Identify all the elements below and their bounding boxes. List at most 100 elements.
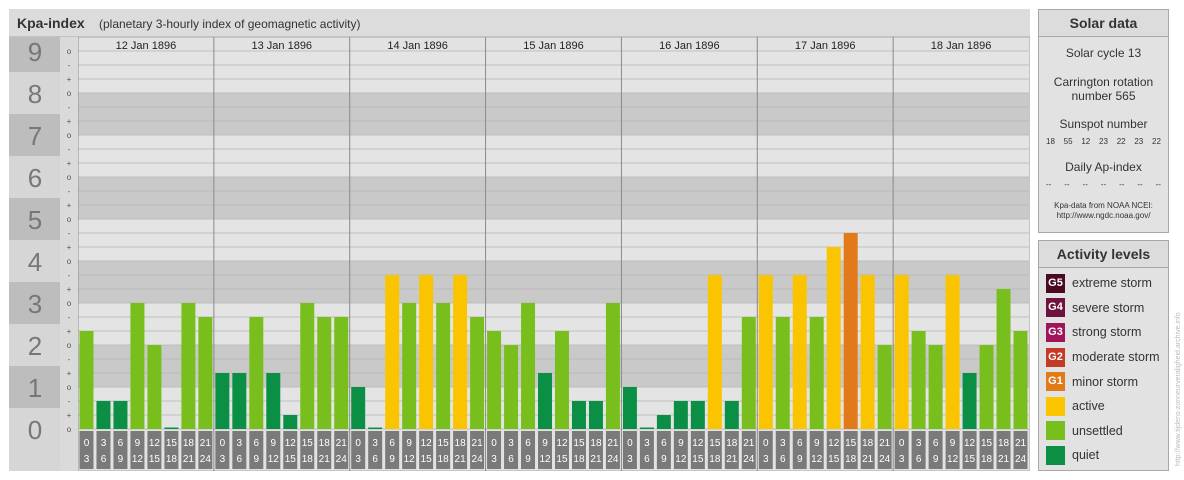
kpa-bar [232, 373, 247, 429]
x-label-start: 0 [355, 438, 361, 449]
kpa-bar [419, 274, 434, 429]
kpa-bar [521, 303, 536, 429]
level-label: severe storm [1072, 300, 1145, 315]
x-label-end: 21 [319, 454, 331, 465]
minor-axis-bg [60, 37, 78, 471]
x-label-end: 3 [763, 454, 769, 465]
minor-tick-label: o [67, 341, 72, 350]
x-label-box [962, 431, 977, 469]
x-label-end: 12 [539, 454, 551, 465]
x-label-start: 21 [200, 438, 212, 449]
minor-tick-label: + [67, 285, 72, 294]
sunspot-value: 22 [1116, 137, 1126, 146]
kpa-bar [707, 274, 722, 429]
y-band [9, 114, 60, 156]
kpa-bar [996, 289, 1011, 429]
level-swatch: G4 [1046, 298, 1065, 318]
day-label: 18 Jan 1896 [931, 40, 992, 52]
kpa-bar [571, 400, 586, 429]
kpa-bar [487, 331, 502, 429]
x-label-start: 9 [271, 438, 277, 449]
minor-tick-label: - [68, 61, 71, 70]
minor-tick-label: - [68, 229, 71, 238]
x-label-start: 6 [661, 438, 667, 449]
level-label: unsettled [1072, 423, 1123, 438]
x-label-end: 3 [627, 454, 633, 465]
x-label-end: 6 [372, 454, 378, 465]
day-label: 17 Jan 1896 [795, 40, 856, 52]
chart-title: Kpa-index [17, 15, 85, 31]
x-label-end: 9 [661, 454, 667, 465]
x-label-start: 18 [998, 438, 1010, 449]
kpa-bar [673, 400, 688, 429]
minor-tick-label: o [67, 173, 72, 182]
kpa-bar [266, 373, 281, 429]
x-label-end: 15 [692, 454, 704, 465]
x-label-box [334, 431, 349, 469]
x-label-start: 18 [455, 438, 467, 449]
minor-tick-label: - [68, 145, 71, 154]
x-label-box [555, 431, 569, 469]
x-label-box [894, 431, 909, 469]
kpa-bar [758, 274, 773, 429]
x-label-box [453, 431, 468, 469]
x-label-box [877, 431, 892, 469]
minor-tick-label: - [68, 397, 71, 406]
minor-tick-label: + [67, 117, 72, 126]
y-tick-label: 8 [28, 79, 42, 109]
kpa-bar [639, 427, 654, 429]
x-label-end: 6 [916, 454, 922, 465]
x-label-box [521, 431, 536, 469]
x-label-start: 15 [709, 438, 721, 449]
x-label-start: 15 [302, 438, 314, 449]
x-label-box [215, 431, 230, 469]
level-item: G4 severe storm [1039, 296, 1168, 321]
x-label-box [266, 431, 281, 469]
x-label-start: 12 [149, 438, 161, 449]
x-label-start: 6 [389, 438, 395, 449]
x-label-box [198, 431, 213, 469]
x-label-box [113, 431, 128, 469]
x-label-end: 3 [491, 454, 497, 465]
x-label-start: 0 [491, 438, 497, 449]
level-item: active [1039, 394, 1168, 419]
x-label-end: 6 [508, 454, 514, 465]
x-label-end: 15 [828, 454, 840, 465]
x-label-box [130, 431, 145, 469]
x-label-end: 18 [709, 454, 721, 465]
y-tick-label: 2 [28, 331, 42, 361]
x-label-end: 3 [899, 454, 905, 465]
x-label-box [300, 431, 315, 469]
kpa-bar [334, 316, 349, 429]
level-swatch [1046, 445, 1065, 465]
x-label-start: 3 [237, 438, 243, 449]
x-label-end: 12 [404, 454, 416, 465]
plot-band [78, 93, 1029, 135]
x-label-box [283, 431, 298, 469]
kpa-bar [1013, 331, 1028, 429]
x-label-box [945, 431, 960, 469]
level-item: G5 extreme storm [1039, 271, 1168, 296]
x-label-end: 18 [302, 454, 314, 465]
y-band [9, 72, 60, 114]
x-label-end: 18 [845, 454, 857, 465]
x-label-end: 24 [472, 454, 484, 465]
minor-tick-label: - [68, 313, 71, 322]
chart-subtitle: (planetary 3-hourly index of geomagnetic… [99, 17, 360, 31]
day-label: 13 Jan 1896 [252, 40, 313, 52]
kpa-bar [588, 400, 603, 429]
x-label-start: 21 [1015, 438, 1027, 449]
x-label-start: 6 [797, 438, 803, 449]
x-label-box [860, 431, 875, 469]
solar-data-panel: Solar data Solar cycle 13 Carrington rot… [1038, 9, 1169, 233]
x-label-end: 9 [797, 454, 803, 465]
x-label-box [419, 431, 434, 469]
x-label-end: 6 [644, 454, 650, 465]
solar-cycle: Solar cycle 13 [1065, 46, 1142, 60]
level-item: G2 moderate storm [1039, 345, 1168, 370]
x-label-box [368, 431, 383, 469]
level-swatch: G3 [1046, 322, 1065, 342]
minor-tick-label: + [67, 159, 72, 168]
x-label-end: 15 [556, 454, 568, 465]
x-label-end: 21 [862, 454, 874, 465]
